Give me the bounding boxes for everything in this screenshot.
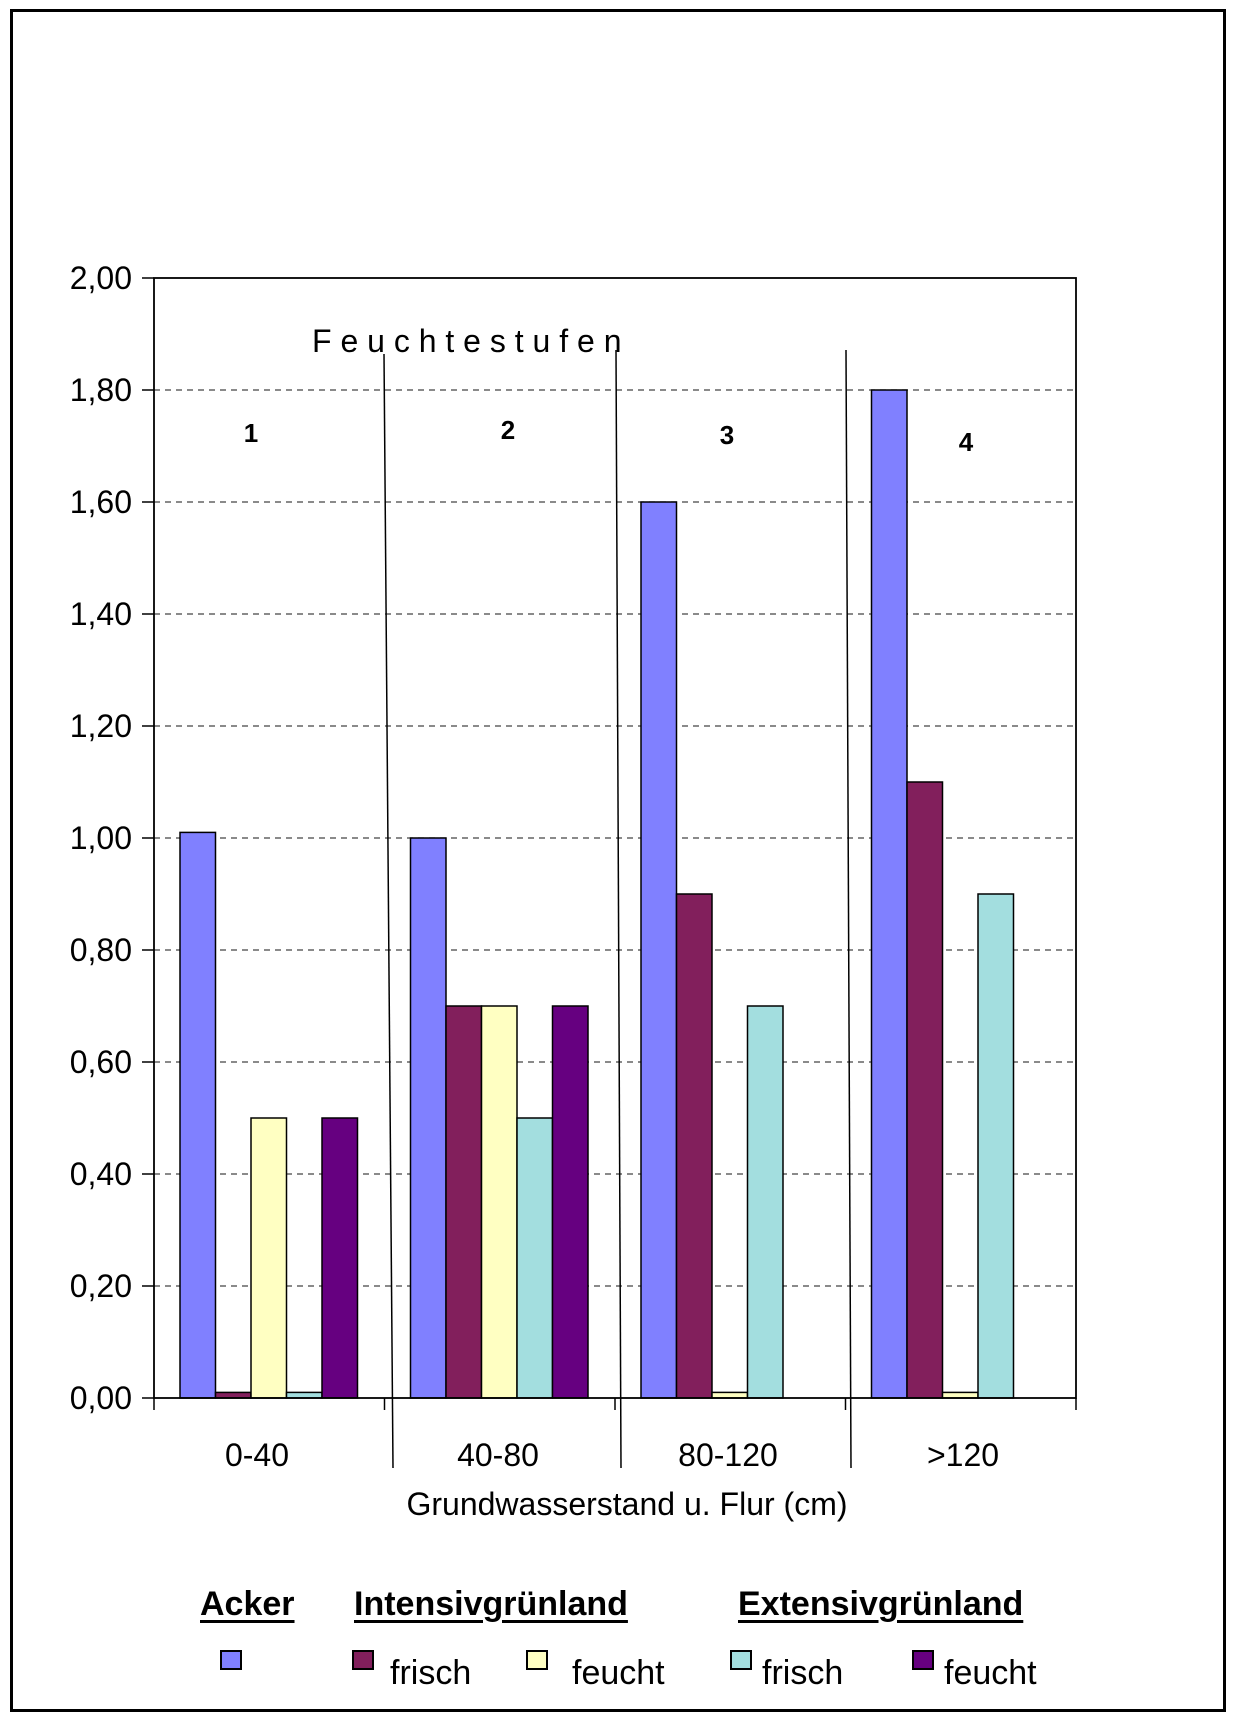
chart-frame [10, 9, 1226, 1712]
x-tick-label: 0-40 [225, 1437, 289, 1473]
zone-divider [615, 349, 622, 1469]
y-tick-label: 0,40 [70, 1156, 132, 1192]
bar-intensiv_feucht [250, 1117, 288, 1399]
y-tick-label: 1,20 [70, 708, 132, 744]
bar-acker [640, 501, 678, 1399]
bar-extensiv_feucht [321, 1117, 359, 1399]
legend-label: feucht [572, 1654, 665, 1692]
bar-acker [409, 837, 447, 1399]
x-tick-label: 40-80 [457, 1437, 539, 1473]
zone-divider [845, 349, 852, 1469]
zone-divider [383, 353, 394, 1469]
y-tick-label: 1,80 [70, 372, 132, 408]
y-tick-label: 0,20 [70, 1268, 132, 1304]
bars [179, 389, 1015, 1399]
legend-swatch [526, 1650, 548, 1670]
bar-extensiv_feucht [551, 1005, 589, 1399]
x-tick-label: >120 [927, 1437, 999, 1473]
zone-dividers: 1 2 3 4 [244, 349, 974, 1469]
y-tick-label: 0,60 [70, 1044, 132, 1080]
y-tick-label: 0,80 [70, 932, 132, 968]
bar-acker [870, 389, 908, 1399]
zone-label: 1 [244, 418, 258, 448]
legend-group-extensivgruenland: Extensivgrünland [738, 1585, 1024, 1623]
legend-group-intensivgruenland: Intensivgrünland [354, 1585, 628, 1623]
y-tick-label: 1,40 [70, 596, 132, 632]
bar-intensiv_feucht [480, 1005, 518, 1399]
x-tick-label: 80-120 [678, 1437, 778, 1473]
legend-swatch [220, 1650, 242, 1670]
y-tick-label: 0,00 [70, 1380, 132, 1416]
legend-swatch [912, 1650, 934, 1670]
legend-label: frisch [390, 1654, 472, 1692]
zone-label: 4 [959, 427, 974, 457]
y-tick-label: 1,60 [70, 484, 132, 520]
y-tick-label: 1,00 [70, 820, 132, 856]
bar-intensiv_frisch [675, 893, 713, 1399]
legend-label: frisch [762, 1654, 844, 1692]
bar-acker [179, 831, 217, 1399]
x-tick-labels: 0-40 40-80 80-120 >120 [225, 1437, 999, 1473]
axes [142, 277, 1077, 1410]
bar-extensiv_frisch [516, 1117, 554, 1399]
legend-swatch [352, 1650, 374, 1670]
bar-extensiv_frisch [746, 1005, 784, 1399]
legend-label: feucht [944, 1654, 1037, 1692]
bar-intensiv_frisch [445, 1005, 483, 1399]
legend-group-acker: Acker [200, 1585, 295, 1623]
y-tick-labels: 0,00 0,20 0,40 0,60 0,80 1,00 1,20 1,40 1,60 1,80… [70, 260, 132, 1416]
chart-title: F e u c h t e s t u f e n [312, 323, 621, 359]
bar-intensiv_frisch [906, 781, 944, 1399]
bar-extensiv_frisch [977, 893, 1015, 1399]
legend-swatch [730, 1650, 752, 1670]
zone-label: 2 [501, 415, 515, 445]
x-axis-label: Grundwasserstand u. Flur (cm) [406, 1486, 847, 1522]
zone-label: 3 [720, 420, 734, 450]
y-tick-label: 2,00 [70, 260, 132, 296]
